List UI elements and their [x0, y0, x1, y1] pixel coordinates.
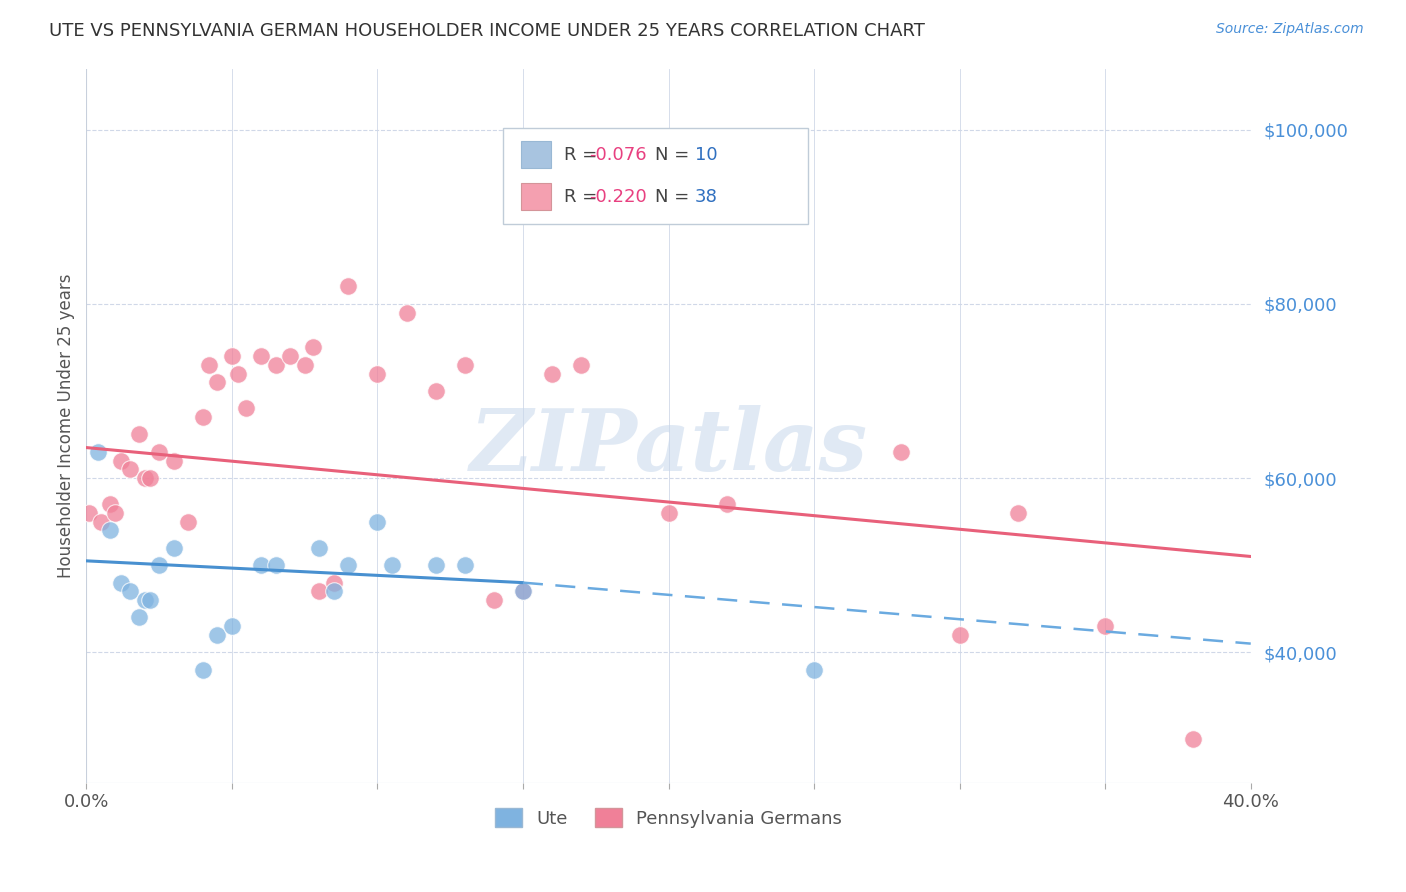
Text: R =: R =	[564, 188, 603, 206]
Point	[366, 515, 388, 529]
Point	[294, 358, 316, 372]
Point	[197, 358, 219, 372]
Point	[425, 558, 447, 573]
Text: N =: N =	[655, 188, 695, 206]
Y-axis label: Householder Income Under 25 years: Householder Income Under 25 years	[58, 274, 75, 578]
Point	[322, 584, 344, 599]
Point	[716, 497, 738, 511]
Point	[366, 367, 388, 381]
Point	[128, 427, 150, 442]
Point	[162, 541, 184, 555]
Point	[98, 497, 121, 511]
Point	[110, 575, 132, 590]
Text: Source: ZipAtlas.com: Source: ZipAtlas.com	[1216, 22, 1364, 37]
Point	[110, 453, 132, 467]
Point	[308, 584, 330, 599]
Point	[87, 445, 110, 459]
Point	[454, 558, 477, 573]
Point	[337, 279, 360, 293]
Text: N =: N =	[655, 145, 695, 163]
Point	[381, 558, 404, 573]
Point	[425, 384, 447, 398]
Text: -0.220: -0.220	[589, 188, 647, 206]
Point	[337, 558, 360, 573]
Point	[98, 524, 121, 538]
Point	[302, 340, 325, 354]
Point	[90, 515, 112, 529]
Point	[322, 575, 344, 590]
Point	[221, 349, 243, 363]
Point	[569, 358, 592, 372]
Text: 38: 38	[695, 188, 717, 206]
Point	[104, 506, 127, 520]
Point	[949, 628, 972, 642]
Point	[890, 445, 912, 459]
Text: 10: 10	[695, 145, 717, 163]
Point	[191, 410, 214, 425]
Point	[191, 663, 214, 677]
Text: R =: R =	[564, 145, 603, 163]
Point	[250, 349, 273, 363]
Point	[226, 367, 249, 381]
Point	[118, 462, 141, 476]
Point	[250, 558, 273, 573]
Point	[77, 506, 100, 520]
Point	[207, 628, 229, 642]
Point	[512, 584, 534, 599]
Point	[139, 471, 162, 485]
Legend: Ute, Pennsylvania Germans: Ute, Pennsylvania Germans	[488, 801, 849, 835]
Point	[128, 610, 150, 624]
Point	[134, 593, 156, 607]
Point	[512, 584, 534, 599]
Point	[395, 305, 418, 319]
Point	[162, 453, 184, 467]
Point	[1094, 619, 1116, 633]
Point	[1181, 732, 1204, 747]
Point	[207, 375, 229, 389]
Point	[803, 663, 825, 677]
Point	[148, 558, 170, 573]
Point	[118, 584, 141, 599]
Point	[139, 593, 162, 607]
Point	[454, 358, 477, 372]
Point	[657, 506, 679, 520]
Point	[235, 401, 257, 416]
Text: ZIPatlas: ZIPatlas	[470, 406, 868, 489]
Point	[264, 358, 287, 372]
Point	[1007, 506, 1029, 520]
Point	[221, 619, 243, 633]
Point	[308, 541, 330, 555]
Text: -0.076: -0.076	[589, 145, 647, 163]
Point	[482, 593, 505, 607]
Point	[264, 558, 287, 573]
Point	[177, 515, 200, 529]
Point	[541, 367, 564, 381]
Point	[134, 471, 156, 485]
Text: UTE VS PENNSYLVANIA GERMAN HOUSEHOLDER INCOME UNDER 25 YEARS CORRELATION CHART: UTE VS PENNSYLVANIA GERMAN HOUSEHOLDER I…	[49, 22, 925, 40]
Point	[148, 445, 170, 459]
Point	[278, 349, 301, 363]
